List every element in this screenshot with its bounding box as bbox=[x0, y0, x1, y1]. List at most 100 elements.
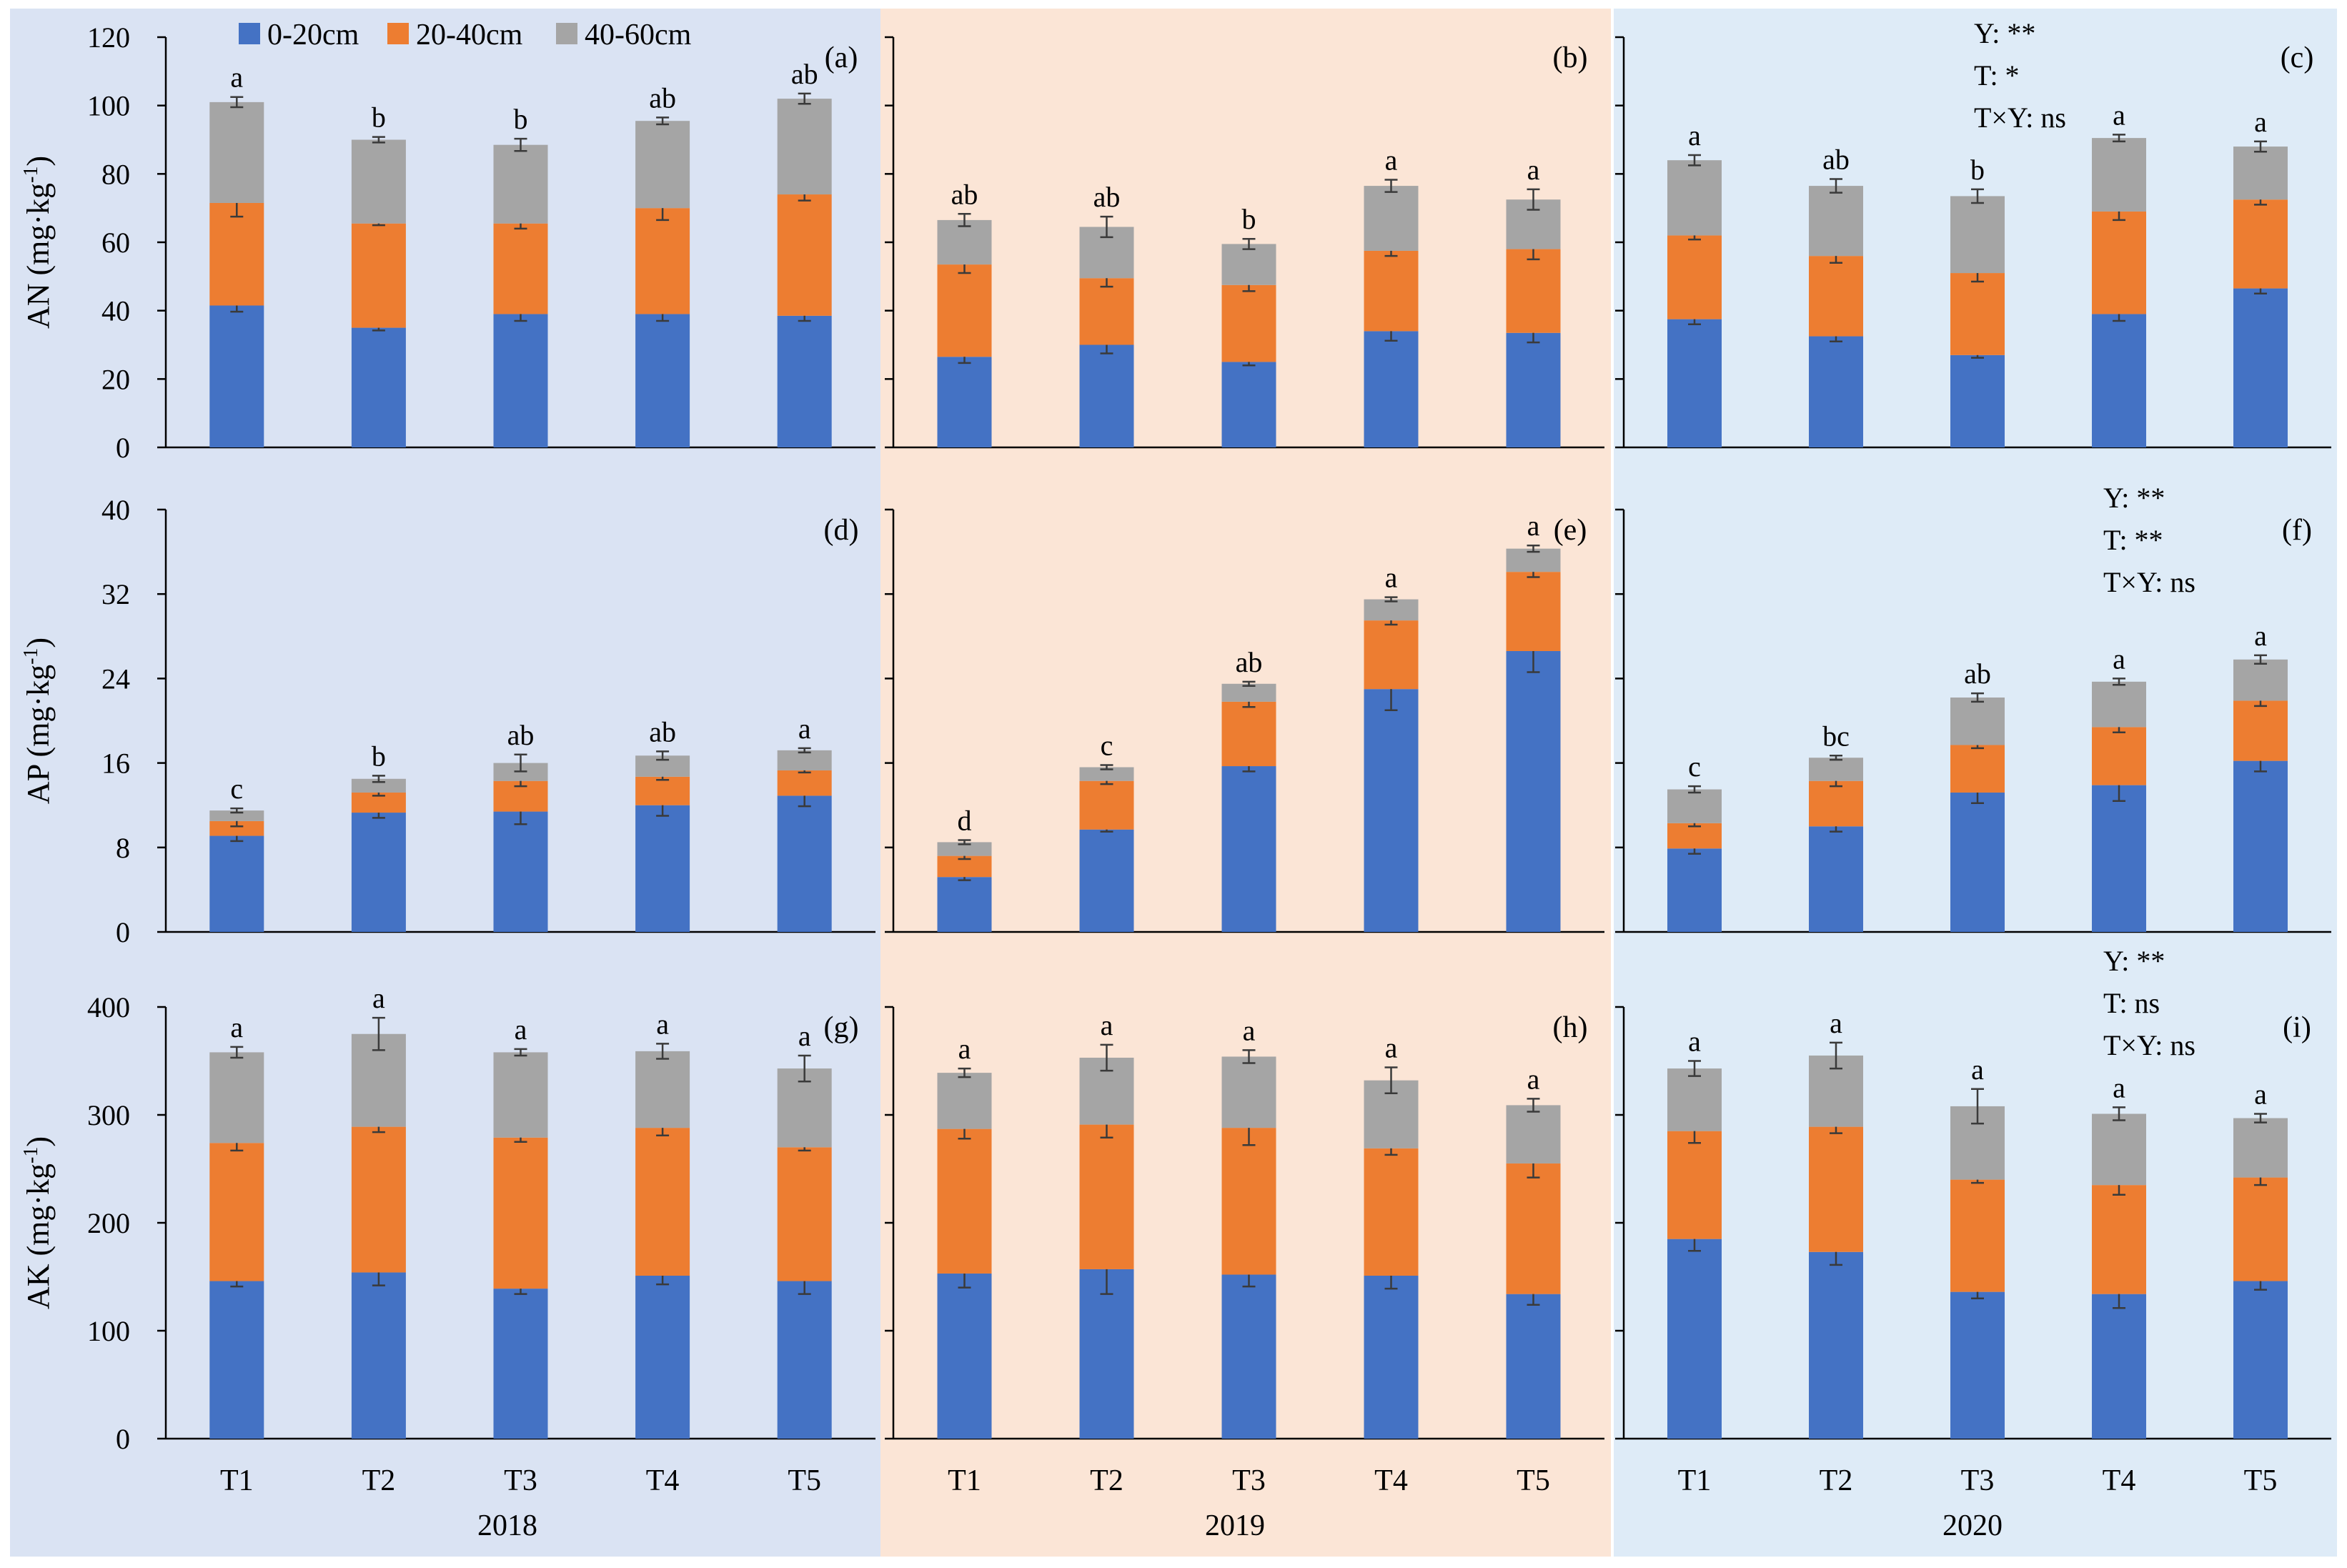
significance-letter: a bbox=[230, 61, 243, 94]
significance-letter: ab bbox=[649, 81, 676, 114]
bar-t1-0-20cm bbox=[209, 835, 264, 932]
stat-annotation: T×Y: ns bbox=[2103, 566, 2195, 598]
y-axis-title-superscript: -1 bbox=[20, 1147, 42, 1163]
bar-t1-40-60cm bbox=[937, 219, 992, 265]
bar-t1-20-40cm bbox=[937, 264, 992, 357]
bar-t4-20-40cm bbox=[1364, 1148, 1419, 1276]
y-tick-label: 8 bbox=[116, 832, 130, 864]
bar-t4-0-20cm bbox=[635, 805, 690, 932]
y-tick-label: 80 bbox=[101, 158, 130, 190]
bar-t4-0-20cm bbox=[635, 314, 690, 447]
bar-t3-20-40cm bbox=[493, 223, 548, 314]
bar-t1-20-40cm bbox=[1667, 235, 1722, 319]
bar-t1-20-40cm bbox=[209, 1143, 264, 1281]
significance-letter: c bbox=[1101, 730, 1113, 762]
panel-e: d c ab a a (e) bbox=[885, 508, 1604, 933]
bar-t1-40-60cm bbox=[937, 1073, 992, 1129]
significance-letter: a bbox=[1385, 562, 1398, 594]
x-tick-label: T5 bbox=[1517, 1464, 1550, 1497]
bar-t1-20-40cm bbox=[209, 202, 264, 306]
significance-letter: a bbox=[2254, 620, 2267, 652]
bar-t1-40-60cm bbox=[209, 1052, 264, 1143]
bar-t3-40-60cm bbox=[1221, 1056, 1276, 1128]
y-tick-label: 32 bbox=[101, 578, 130, 610]
bar-t2-0-20cm bbox=[1079, 1269, 1134, 1439]
y-tick-label: 300 bbox=[87, 1099, 130, 1131]
bar-t4-0-20cm bbox=[2092, 314, 2146, 447]
bar-t2-0-20cm bbox=[1809, 1251, 1863, 1439]
bar-t3-0-20cm bbox=[1950, 354, 2005, 447]
bar-t1-0-20cm bbox=[1667, 1239, 1722, 1439]
bar-t5-20-40cm bbox=[1506, 1163, 1561, 1294]
stat-annotation: T×Y: ns bbox=[2103, 1029, 2195, 1061]
bar-t4-40-60cm bbox=[2092, 681, 2146, 728]
significance-letter: a bbox=[2113, 642, 2125, 675]
significance-letter: a bbox=[1385, 144, 1398, 176]
y-tick-label: 100 bbox=[87, 1315, 130, 1347]
bar-t3-0-20cm bbox=[493, 314, 548, 447]
stat-annotation: Y: ** bbox=[2103, 945, 2165, 977]
bar-t2-20-40cm bbox=[1079, 780, 1134, 830]
y-tick-label: 20 bbox=[101, 363, 130, 395]
bar-t2-0-20cm bbox=[1809, 826, 1863, 932]
bar-t1-40-60cm bbox=[209, 101, 264, 203]
significance-letter: a bbox=[798, 713, 811, 745]
significance-letter: a bbox=[2113, 99, 2125, 131]
year-label-2020: 2020 bbox=[1942, 1509, 2003, 1542]
bar-t1-40-60cm bbox=[937, 842, 992, 856]
significance-letter: a bbox=[2113, 1071, 2125, 1103]
bar-t4-40-60cm bbox=[635, 1051, 690, 1128]
significance-letter: a bbox=[958, 1033, 971, 1065]
panel-b: ab ab b a a (b) bbox=[885, 36, 1604, 449]
significance-letter: a bbox=[515, 1013, 527, 1046]
bar-t3-0-20cm bbox=[1950, 1291, 2005, 1439]
bar-t4-40-60cm bbox=[2092, 1113, 2146, 1186]
bar-t1-40-60cm bbox=[1667, 789, 1722, 823]
significance-letter: c bbox=[1688, 750, 1701, 783]
stat-annotation: T: ns bbox=[2103, 987, 2160, 1019]
bar-t2-40-60cm bbox=[1809, 186, 1863, 257]
bar-t3-0-20cm bbox=[1221, 362, 1276, 447]
significance-letter: a bbox=[1527, 154, 1540, 186]
bar-t3-0-20cm bbox=[1950, 792, 2005, 932]
y-axis-title-main: AN (mg·kg bbox=[21, 183, 56, 329]
x-tick-label: T3 bbox=[1232, 1464, 1266, 1497]
significance-letter: bc bbox=[1822, 720, 1850, 752]
significance-letter: ab bbox=[1236, 646, 1263, 678]
bar-t5-0-20cm bbox=[777, 315, 832, 447]
bar-t5-20-40cm bbox=[1506, 249, 1561, 333]
y-axis-title-main: AK (mg·kg bbox=[21, 1163, 56, 1309]
labels: AN (mg·kg-1)AP (mg·kg-1)AK (mg·kg-1)2018… bbox=[20, 156, 2003, 1542]
panel-label: (c) bbox=[2281, 41, 2314, 74]
bar-t2-40-60cm bbox=[351, 139, 406, 224]
bar-t1-0-20cm bbox=[209, 1281, 264, 1439]
bar-t3-40-60cm bbox=[1221, 244, 1276, 285]
y-tick-label: 40 bbox=[101, 295, 130, 327]
y-tick-label: 60 bbox=[101, 227, 130, 259]
bar-t4-20-40cm bbox=[2092, 211, 2146, 314]
year-label-2019: 2019 bbox=[1205, 1509, 1265, 1542]
significance-letter: ab bbox=[1093, 181, 1121, 213]
significance-letter: a bbox=[2254, 1078, 2267, 1110]
bar-t5-20-40cm bbox=[777, 1147, 832, 1281]
panel-label: (e) bbox=[1554, 514, 1587, 547]
bar-t5-40-60cm bbox=[1506, 1105, 1561, 1163]
panel-label: (i) bbox=[2283, 1011, 2311, 1044]
y-tick-label: 120 bbox=[87, 21, 130, 54]
x-tick-label: T5 bbox=[2244, 1464, 2278, 1497]
significance-letter: b bbox=[1242, 203, 1256, 235]
significance-letter: a bbox=[1830, 1007, 1842, 1039]
significance-letter: a bbox=[372, 982, 385, 1014]
significance-letter: a bbox=[1527, 1063, 1540, 1095]
bar-t5-40-60cm bbox=[2233, 659, 2288, 701]
bar-t1-0-20cm bbox=[1667, 319, 1722, 447]
bar-t1-20-40cm bbox=[1667, 1131, 1722, 1239]
bar-t2-0-20cm bbox=[1079, 829, 1134, 932]
y-axis-title-superscript: -1 bbox=[20, 167, 42, 183]
bar-t2-0-20cm bbox=[351, 1272, 406, 1439]
significance-letter: b bbox=[372, 740, 386, 772]
bar-t5-0-20cm bbox=[2233, 288, 2288, 447]
bar-t5-40-60cm bbox=[2233, 147, 2288, 200]
y-tick-label: 100 bbox=[87, 90, 130, 122]
